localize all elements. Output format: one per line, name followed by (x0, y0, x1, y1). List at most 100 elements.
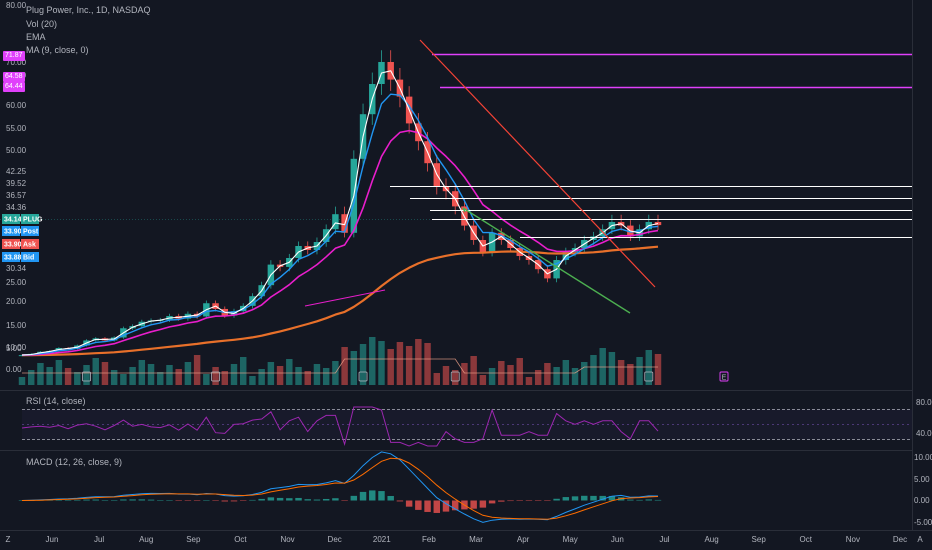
macd-histogram-bar (110, 500, 118, 501)
price-tag-label: PLUG (23, 217, 43, 224)
macd-histogram-bar (479, 500, 487, 508)
macd-histogram-bar (525, 500, 533, 501)
price-tick-label: 0.00 (6, 365, 22, 374)
macd-histogram-bar (166, 500, 173, 501)
time-tick-label: Jun (611, 535, 624, 544)
macd-histogram-bar (341, 500, 348, 501)
price-tag-value: 34.14 (4, 217, 22, 224)
volume-bar (258, 369, 265, 385)
macd-histogram-bar (424, 500, 431, 512)
volume-bar (221, 371, 229, 385)
macd-histogram-bar (608, 495, 616, 501)
price-tick-label: 70.00 (6, 58, 27, 67)
price-tag-label: Bid (23, 255, 34, 262)
macd-histogram-bar (239, 500, 247, 501)
macd-indicator-label[interactable]: MACD (12, 26, close, 9) (26, 457, 123, 467)
signal-line (21, 457, 659, 520)
price-tick-label: 39.52 (6, 179, 27, 188)
price-tag-bg (21, 226, 39, 236)
time-tick-label: Oct (234, 535, 247, 544)
time-tick-label: Oct (800, 535, 813, 544)
volume-bar (479, 375, 487, 385)
ma-indicator-label[interactable]: MA (9, close, 0) (26, 45, 89, 55)
price-tag-label: Post (23, 229, 39, 236)
volume-bar (304, 371, 311, 385)
volume-bar (276, 366, 284, 385)
symbol-title[interactable]: Plug Power, Inc., 1D, NASDAQ (26, 5, 151, 15)
macd-tick-label: -5.00 (914, 518, 932, 527)
price-tag-bg (21, 252, 39, 262)
volume-bar (470, 356, 477, 385)
volume-bar (415, 339, 422, 385)
price-tick-label: 10.00 (6, 343, 27, 352)
ema-indicator-label[interactable]: EMA (26, 32, 46, 42)
earnings-marker (211, 371, 220, 382)
price-tag-value: 33.90 (4, 229, 22, 236)
volume-bar (175, 369, 182, 385)
price-tick-label: 42.25 (6, 167, 27, 176)
volume-bar (157, 372, 164, 385)
volume-bar (313, 364, 321, 385)
time-tick-label: Sep (752, 535, 767, 544)
volume-bar (110, 370, 118, 385)
volume-bar (405, 346, 413, 385)
earnings-marker (644, 371, 654, 382)
volume-indicator-label[interactable]: Vol (20) (26, 19, 58, 29)
price-tick-label: 25.00 (6, 278, 27, 287)
macd-histogram-bar (627, 499, 634, 501)
rsi-tick-label: 80.00 (916, 398, 932, 407)
descending-support-trendline (462, 207, 631, 314)
volume-bar (230, 364, 238, 385)
earnings-marker (82, 371, 91, 382)
volume-bar (654, 354, 662, 385)
macd-histogram-bar (534, 500, 542, 501)
volume-ma-line (22, 358, 658, 374)
volume-bar (184, 362, 192, 385)
volume-bar (101, 362, 109, 385)
macd-tick-label: 10.00 (914, 453, 932, 462)
macd-histogram-bar (571, 496, 579, 501)
macd-histogram-bar (18, 500, 26, 501)
price-tick-label: 20.00 (6, 297, 27, 306)
volume-bar (562, 360, 570, 385)
price-tick-label: 34.36 (6, 203, 27, 212)
indicator-lines (21, 70, 659, 357)
time-tick-label: Feb (422, 535, 436, 544)
volume-bar (92, 358, 99, 385)
left-level-tag-3: 64.44 (3, 82, 25, 92)
trendlines: E (82, 39, 729, 382)
volume-bar (239, 357, 247, 385)
macd-histogram-bar (562, 497, 570, 501)
volume-bar (636, 357, 643, 385)
macd-histogram-bar (636, 499, 643, 501)
volume-bar (396, 342, 404, 385)
ema-slow-line (22, 245, 659, 357)
volume-bar (350, 351, 358, 385)
macd-histogram-bar (120, 499, 127, 501)
volume-bar (129, 367, 136, 385)
macd-histogram-bar (405, 500, 413, 507)
left-level-tag-1: 71.87 (3, 51, 25, 61)
macd-histogram-bar (645, 499, 653, 501)
macd-histogram-bar (55, 499, 63, 501)
volume-bar (27, 370, 35, 385)
macd-histogram-bar (581, 495, 588, 501)
macd-histogram-bar (175, 500, 182, 501)
rsi-pane (21, 406, 912, 447)
time-tick-label: Sep (186, 535, 201, 544)
time-axis[interactable]: Jun Jul Aug Sep Oct Nov Dec 2021 Feb Mar Apr May Jun… (6, 535, 924, 544)
macd-histogram-bar (488, 500, 496, 504)
macd-tick-label: 0.00 (914, 496, 930, 505)
macd-histogram-bar (396, 500, 404, 502)
price-tick-label: 5.00 (6, 344, 22, 353)
volume-bar (433, 373, 441, 385)
macd-histogram-bar (599, 495, 606, 501)
price-tick-label: 36.57 (6, 191, 27, 200)
ema-fast-line (21, 93, 659, 356)
volume-bar (147, 364, 155, 385)
volume-bar (341, 347, 348, 385)
price-tag-bg (2, 214, 20, 224)
rsi-indicator-label[interactable]: RSI (14, close) (26, 396, 86, 406)
price-tag-value: 33.90 (4, 242, 22, 249)
